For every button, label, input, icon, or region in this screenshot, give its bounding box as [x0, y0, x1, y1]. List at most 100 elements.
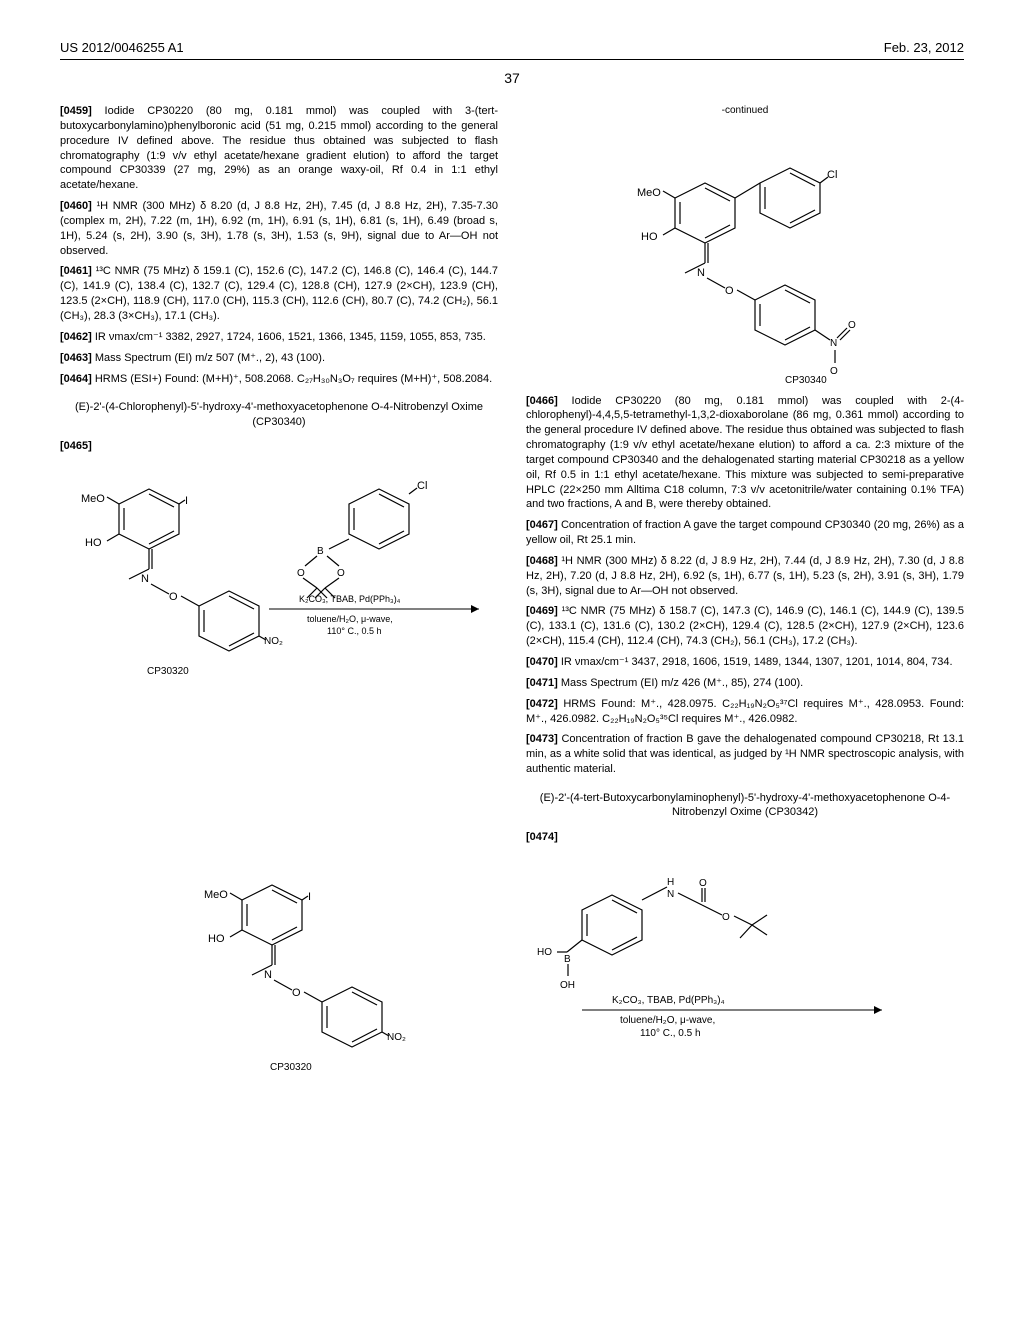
label-i: I	[308, 891, 311, 903]
two-column-layout: [0459] Iodide CP30220 (80 mg, 0.181 mmol…	[60, 104, 964, 850]
label-o1: O	[848, 320, 856, 331]
label-meo: MeO	[81, 493, 105, 505]
label-hob: HO	[537, 947, 552, 958]
label-o: O	[725, 285, 734, 297]
para-num: [0471]	[526, 677, 558, 689]
para-text: Iodide CP30220 (80 mg, 0.181 mmol) was c…	[60, 105, 498, 191]
para-text: Concentration of fraction A gave the tar…	[526, 519, 964, 546]
compound-title-cp30342: (E)-2'-(4-tert-Butoxycarbonylaminophenyl…	[534, 791, 956, 820]
para-0469: [0469] ¹³C NMR (75 MHz) δ 158.7 (C), 147…	[526, 604, 964, 649]
label-o: O	[292, 987, 301, 999]
label-o: O	[169, 591, 178, 603]
para-num: [0472]	[526, 698, 558, 710]
reagent-b3: 110° C., 0.5 h	[640, 1028, 701, 1039]
para-0473: [0473] Concentration of fraction B gave …	[526, 732, 964, 777]
bottom-start-label: CP30320	[270, 1062, 312, 1073]
label-n2: N	[830, 338, 837, 349]
para-num: [0460]	[60, 200, 92, 212]
right-column: -continued MeO HO	[526, 104, 964, 850]
left-column: [0459] Iodide CP30220 (80 mg, 0.181 mmol…	[60, 104, 498, 850]
para-num: [0468]	[526, 555, 558, 567]
page-header: US 2012/0046255 A1 Feb. 23, 2012	[60, 40, 964, 55]
label-h: H	[667, 877, 674, 888]
label-n: N	[141, 573, 149, 585]
label-meo: MeO	[637, 187, 661, 199]
product-label: CP30340	[785, 375, 827, 386]
scheme-svg: MeO HO I N O	[69, 464, 489, 694]
para-num: [0464]	[60, 373, 92, 385]
para-0463: [0463] Mass Spectrum (EI) m/z 507 (M⁺., …	[60, 351, 498, 366]
para-0467: [0467] Concentration of fraction A gave …	[526, 518, 964, 548]
para-num: [0467]	[526, 519, 558, 531]
para-text: Concentration of fraction B gave the deh…	[526, 733, 964, 775]
reagent-line-2: toluene/H₂O, μ-wave,	[307, 614, 393, 624]
para-text: HRMS Found: M⁺., 428.0975. C₂₂H₁₉N₂O₅³⁷C…	[526, 698, 964, 725]
para-num: [0473]	[526, 733, 558, 745]
reagent-line-1: K₂CO₃, TBAB, Pd(PPh₃)₄	[299, 594, 401, 604]
label-meo: MeO	[204, 889, 228, 901]
header-rule	[60, 59, 964, 60]
para-text: ¹H NMR (300 MHz) δ 8.22 (d, J 8.9 Hz, 2H…	[526, 555, 964, 597]
para-0472: [0472] HRMS Found: M⁺., 428.0975. C₂₂H₁₉…	[526, 697, 964, 727]
para-0465: [0465]	[60, 439, 498, 454]
para-num: [0465]	[60, 440, 92, 452]
svg-text:O: O	[337, 568, 345, 579]
label-o2: O	[830, 366, 838, 377]
svg-text:B: B	[317, 546, 324, 557]
para-0468: [0468] ¹H NMR (300 MHz) δ 8.22 (d, J 8.9…	[526, 554, 964, 599]
label-oboc: O	[722, 912, 730, 923]
para-num: [0466]	[526, 395, 558, 407]
reagent-b2: toluene/H₂O, μ-wave,	[620, 1015, 715, 1026]
para-text: HRMS (ESI+) Found: (M+H)⁺, 508.2068. C₂₇…	[95, 373, 492, 385]
para-0461: [0461] ¹³C NMR (75 MHz) δ 159.1 (C), 152…	[60, 264, 498, 323]
para-text: Mass Spectrum (EI) m/z 507 (M⁺., 2), 43 …	[95, 352, 325, 364]
label-no2: NO₂	[387, 1032, 406, 1043]
scheme-cp30320-to-cp30340: MeO HO I N O	[60, 464, 498, 694]
label-ho: HO	[85, 537, 102, 549]
label-oh: OH	[560, 980, 575, 991]
reagent-b1: K₂CO₃, TBAB, Pd(PPh₃)₄	[612, 995, 725, 1006]
para-0470: [0470] IR νmax/cm⁻¹ 3437, 2918, 1606, 15…	[526, 655, 964, 670]
bottom-scheme-svg: MeO HO I N O NO₂ CP30320	[122, 860, 902, 1090]
para-0474: [0474]	[526, 830, 964, 845]
para-0466: [0466] Iodide CP30220 (80 mg, 0.181 mmol…	[526, 394, 964, 513]
para-text: IR νmax/cm⁻¹ 3382, 2927, 1724, 1606, 152…	[95, 331, 486, 343]
para-0471: [0471] Mass Spectrum (EI) m/z 426 (M⁺., …	[526, 676, 964, 691]
para-0459: [0459] Iodide CP30220 (80 mg, 0.181 mmol…	[60, 104, 498, 193]
label-ho: HO	[641, 231, 658, 243]
label-cO: O	[699, 878, 707, 889]
page-number: 37	[60, 70, 964, 86]
structure-svg: MeO HO Cl	[615, 128, 875, 388]
para-num: [0459]	[60, 105, 92, 117]
para-text: ¹³C NMR (75 MHz) δ 159.1 (C), 152.6 (C),…	[60, 265, 498, 322]
para-0462: [0462] IR νmax/cm⁻¹ 3382, 2927, 1724, 16…	[60, 330, 498, 345]
compound-title-cp30340: (E)-2'-(4-Chlorophenyl)-5'-hydroxy-4'-me…	[68, 400, 490, 429]
continued-label: -continued	[526, 104, 964, 118]
page-root: US 2012/0046255 A1 Feb. 23, 2012 37 [045…	[0, 0, 1024, 1126]
label-n: N	[697, 267, 705, 279]
patent-date: Feb. 23, 2012	[884, 40, 964, 55]
label-ho: HO	[208, 933, 225, 945]
label-i: I	[185, 495, 188, 507]
reagent-line-3: 110° C., 0.5 h	[327, 626, 381, 636]
label-n: N	[264, 969, 272, 981]
para-0460: [0460] ¹H NMR (300 MHz) δ 8.20 (d, J 8.8…	[60, 199, 498, 258]
label-b: B	[564, 954, 571, 965]
label-cl: Cl	[417, 480, 427, 492]
para-num: [0470]	[526, 656, 558, 668]
structure-cp30340: MeO HO Cl	[526, 128, 964, 388]
label-nboc: N	[667, 889, 674, 900]
scheme-cp30320-to-cp30342: MeO HO I N O NO₂ CP30320	[60, 860, 964, 1090]
para-num: [0462]	[60, 331, 92, 343]
para-0464: [0464] HRMS (ESI+) Found: (M+H)⁺, 508.20…	[60, 372, 498, 387]
svg-text:O: O	[297, 568, 305, 579]
para-num: [0463]	[60, 352, 92, 364]
para-num: [0469]	[526, 605, 558, 617]
para-text: ¹³C NMR (75 MHz) δ 158.7 (C), 147.3 (C),…	[526, 605, 964, 647]
para-text: ¹H NMR (300 MHz) δ 8.20 (d, J 8.8 Hz, 2H…	[60, 200, 498, 257]
label-no2: NO₂	[264, 636, 283, 647]
para-num: [0474]	[526, 831, 558, 843]
para-text: IR νmax/cm⁻¹ 3437, 2918, 1606, 1519, 148…	[561, 656, 953, 668]
para-num: [0461]	[60, 265, 92, 277]
patent-number: US 2012/0046255 A1	[60, 40, 184, 55]
